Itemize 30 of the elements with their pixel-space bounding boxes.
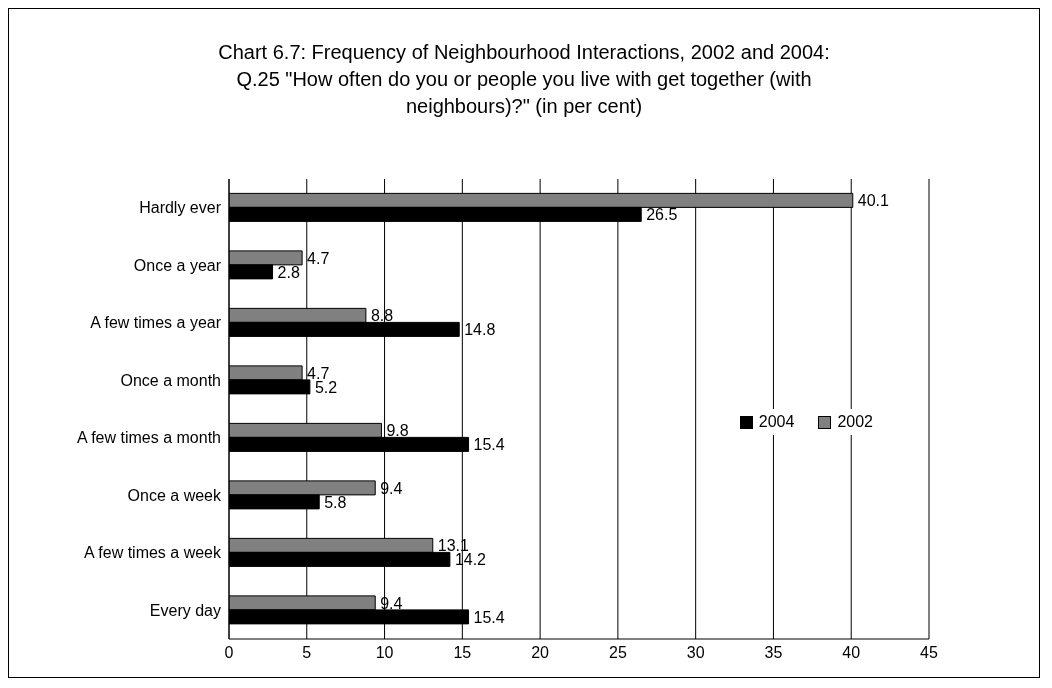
x-tick-label: 25 bbox=[608, 644, 627, 662]
data-label: 15.4 bbox=[473, 608, 505, 626]
data-label: 2.8 bbox=[277, 263, 300, 281]
x-tick-label: 35 bbox=[764, 644, 783, 662]
x-tick-label: 20 bbox=[531, 644, 550, 662]
data-label: 26.5 bbox=[646, 206, 678, 224]
y-tick-label: Every day bbox=[149, 601, 221, 619]
y-tick-label: Once a year bbox=[133, 256, 222, 274]
y-tick-label: A few times a year bbox=[90, 314, 222, 332]
x-tick-label: 10 bbox=[375, 644, 394, 662]
y-tick-label: Once a week bbox=[127, 486, 222, 504]
x-tick-label: 40 bbox=[842, 644, 861, 662]
data-label: 5.8 bbox=[324, 493, 347, 511]
data-label: 9.8 bbox=[386, 422, 409, 440]
y-tick-label: A few times a month bbox=[76, 429, 221, 447]
x-tick-label: 0 bbox=[224, 644, 234, 662]
x-tick-label: 45 bbox=[920, 644, 938, 662]
legend-label: 2002 bbox=[836, 413, 873, 431]
data-label: 40.1 bbox=[857, 192, 890, 210]
x-tick-label: 15 bbox=[453, 644, 472, 662]
x-tick-label: 30 bbox=[686, 644, 705, 662]
data-label: 4.7 bbox=[307, 249, 330, 267]
y-tick-label: Hardly ever bbox=[139, 199, 222, 217]
data-label: 15.4 bbox=[473, 436, 505, 454]
y-tick-label: Once a month bbox=[120, 371, 221, 389]
x-tick-label: 5 bbox=[302, 644, 312, 662]
data-label: 14.8 bbox=[464, 321, 496, 339]
legend-label: 2004 bbox=[757, 413, 795, 431]
chart-title: Chart 6.7: Frequency of Neighbourhood Interactions, 2002 and 2004: Q.25 "How often do you or people you live with get together (with neighbours)?" (in per cent) bbox=[217, 40, 831, 119]
y-tick-label: A few times a week bbox=[84, 544, 222, 562]
